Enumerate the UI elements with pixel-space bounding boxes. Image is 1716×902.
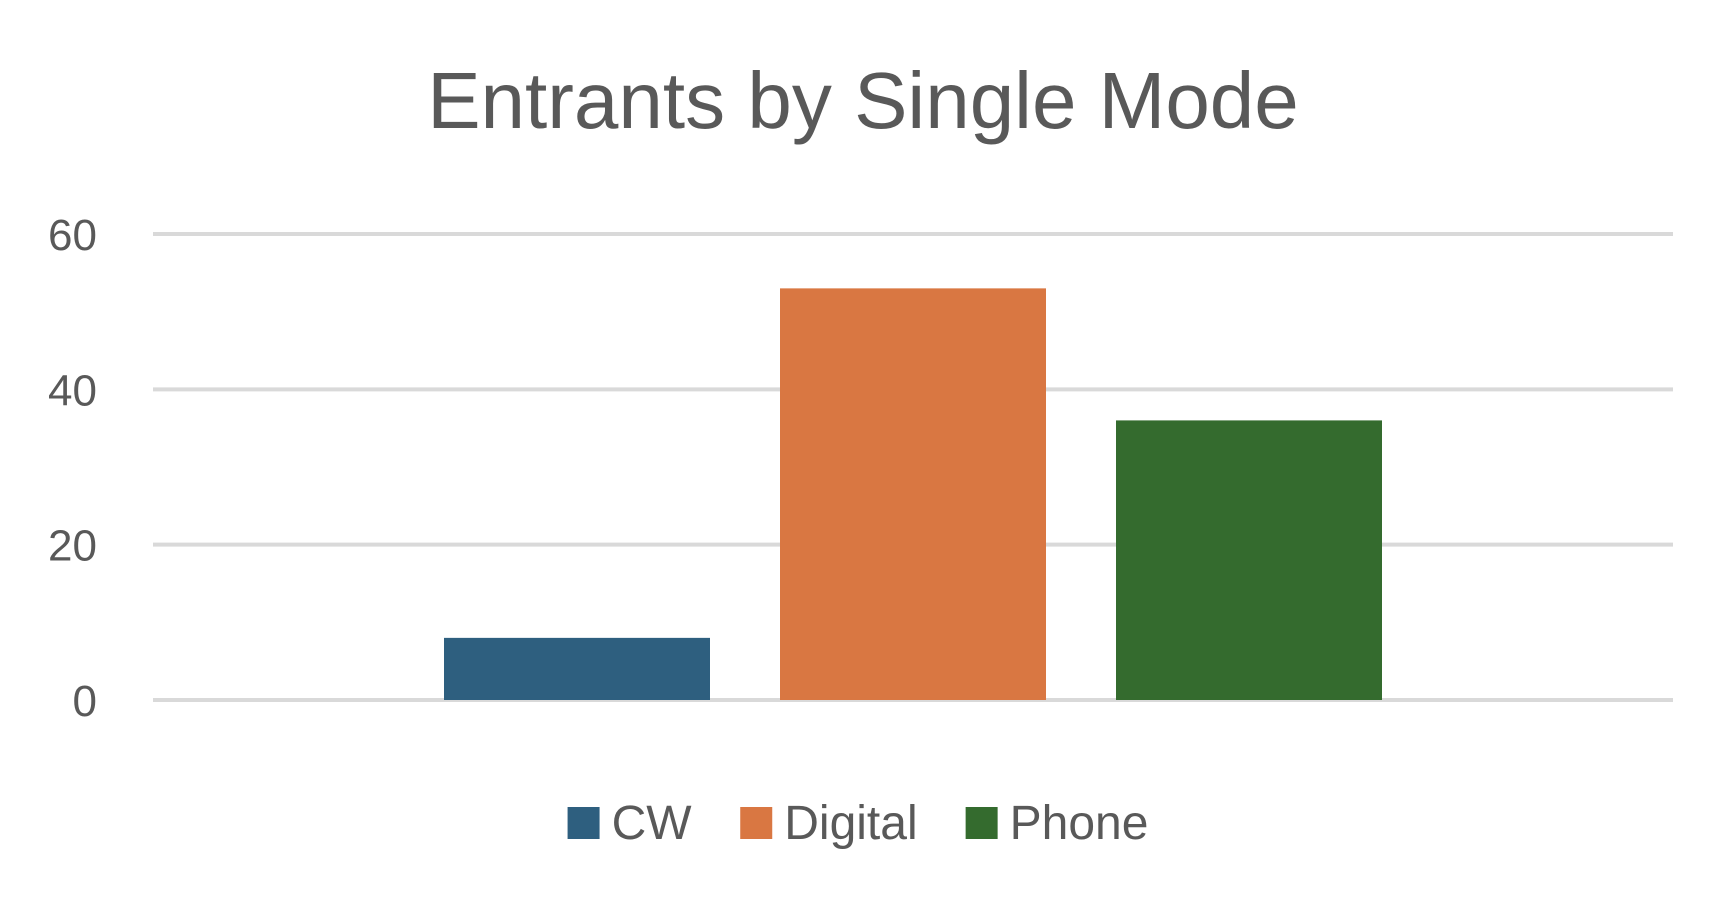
bar-digital <box>780 288 1046 700</box>
legend-swatch-digital <box>740 807 773 839</box>
legend-label-phone: Phone <box>1010 797 1149 850</box>
y-axis-ticks: 0 20 40 60 <box>48 211 97 726</box>
y-tick-label: 40 <box>48 366 97 415</box>
y-tick-label: 20 <box>48 522 97 571</box>
y-tick-label: 0 <box>73 677 97 726</box>
legend-label-cw: CW <box>612 797 693 850</box>
legend: CW Digital Phone <box>567 797 1149 850</box>
bars <box>444 288 1382 700</box>
legend-swatch-cw <box>567 807 600 839</box>
chart-title: Entrants by Single Mode <box>427 56 1299 145</box>
bar-cw <box>444 637 710 700</box>
legend-label-digital: Digital <box>784 797 917 850</box>
y-tick-label: 60 <box>48 211 97 260</box>
legend-swatch-phone <box>965 807 998 839</box>
bar-phone <box>1116 420 1382 700</box>
